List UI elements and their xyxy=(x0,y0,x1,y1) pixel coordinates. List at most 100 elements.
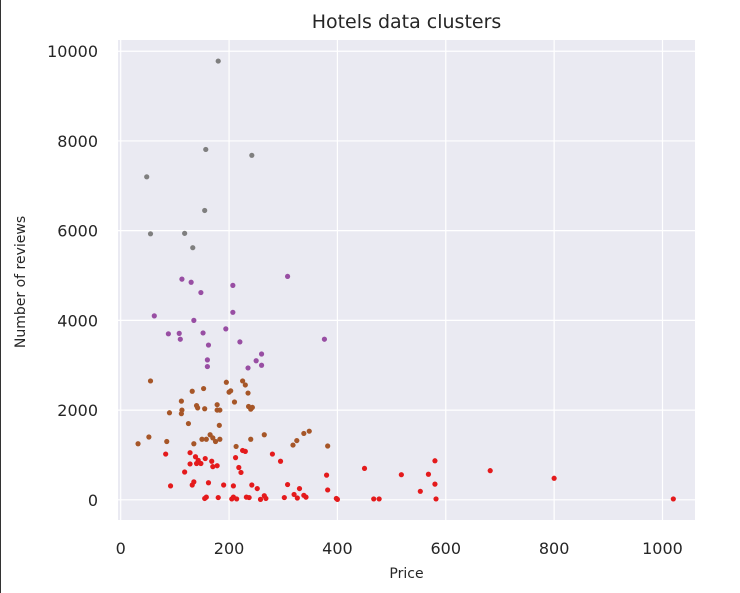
data-point xyxy=(245,390,251,396)
data-point xyxy=(191,317,197,323)
data-point xyxy=(242,382,248,388)
data-point xyxy=(189,388,195,394)
x-tick-label: 600 xyxy=(431,539,462,558)
data-point xyxy=(249,152,255,158)
data-point xyxy=(151,313,157,319)
y-tick-label: 10000 xyxy=(47,42,98,61)
data-point xyxy=(236,464,242,471)
data-point xyxy=(334,496,341,502)
data-point xyxy=(325,443,331,449)
data-point xyxy=(551,475,557,481)
data-point xyxy=(214,402,220,408)
data-point xyxy=(201,385,207,392)
data-point xyxy=(202,455,208,462)
data-point xyxy=(249,482,255,488)
data-point xyxy=(191,479,197,485)
data-point xyxy=(371,496,377,502)
data-point xyxy=(215,494,221,501)
data-point xyxy=(294,437,300,444)
data-point xyxy=(217,436,223,442)
data-point xyxy=(179,276,185,282)
y-tick-label: 2000 xyxy=(57,401,98,420)
data-point xyxy=(165,331,171,337)
data-point xyxy=(187,461,193,467)
x-tick-label: 200 xyxy=(214,539,245,558)
data-point xyxy=(323,472,330,478)
data-point xyxy=(205,480,212,486)
data-point xyxy=(433,496,439,502)
data-point xyxy=(195,405,201,411)
data-point xyxy=(182,230,188,236)
chart-title: Hotels data clusters xyxy=(312,11,502,33)
data-point xyxy=(199,436,205,442)
x-tick-label: 0 xyxy=(116,539,126,558)
data-point xyxy=(233,443,239,450)
data-point xyxy=(223,326,229,332)
y-tick-labels: 0 2000 4000 6000 8000 10000 xyxy=(47,42,98,510)
data-point xyxy=(237,339,243,345)
data-point xyxy=(253,358,259,364)
data-point xyxy=(230,309,236,315)
data-point xyxy=(230,483,236,489)
data-point xyxy=(203,146,209,153)
data-point xyxy=(200,330,206,336)
data-point xyxy=(257,496,264,502)
data-point xyxy=(231,399,238,405)
data-point xyxy=(432,481,438,487)
y-tick-label: 8000 xyxy=(57,132,98,151)
data-point xyxy=(254,485,260,492)
data-point xyxy=(223,379,229,385)
data-point xyxy=(135,441,141,447)
data-point xyxy=(190,245,196,251)
data-point xyxy=(301,430,307,437)
data-point xyxy=(670,496,676,502)
data-point xyxy=(147,378,154,384)
data-point xyxy=(216,422,222,428)
y-tick-label: 0 xyxy=(88,491,98,510)
y-tick-label: 6000 xyxy=(57,222,98,241)
plot-area xyxy=(118,40,695,520)
data-point xyxy=(187,450,193,456)
data-point xyxy=(277,458,284,464)
x-tick-label: 1000 xyxy=(642,539,683,558)
data-point xyxy=(245,365,251,371)
data-point xyxy=(198,460,204,467)
data-point xyxy=(296,485,303,492)
data-point xyxy=(294,495,300,501)
data-point xyxy=(249,404,255,411)
data-point xyxy=(210,464,216,470)
data-point xyxy=(261,432,267,438)
data-point xyxy=(178,398,184,404)
data-point xyxy=(198,289,204,296)
data-point xyxy=(209,458,215,464)
data-point xyxy=(234,496,240,502)
data-point xyxy=(361,465,368,472)
data-point xyxy=(202,207,208,214)
data-point xyxy=(177,336,183,342)
data-point xyxy=(205,342,212,348)
data-point xyxy=(284,481,291,488)
x-tick-labels: 0 200 400 600 800 1000 xyxy=(116,539,683,558)
data-point xyxy=(240,378,246,384)
data-point xyxy=(210,435,216,441)
data-point xyxy=(164,438,170,445)
data-point xyxy=(204,357,210,363)
data-point xyxy=(269,451,276,457)
data-point xyxy=(417,488,423,494)
data-point xyxy=(146,434,152,440)
data-point xyxy=(321,336,328,342)
data-point xyxy=(147,231,154,237)
data-point xyxy=(204,363,210,370)
data-point xyxy=(291,491,297,498)
x-axis-label: Price xyxy=(389,566,423,582)
data-point xyxy=(232,455,239,461)
data-point xyxy=(425,471,432,477)
data-point xyxy=(242,448,248,454)
data-point xyxy=(166,410,173,416)
y-axis-label: Number of reviews xyxy=(13,216,29,348)
data-point xyxy=(188,279,194,285)
data-point xyxy=(376,496,382,502)
data-point xyxy=(203,494,209,500)
data-point xyxy=(248,436,254,442)
data-point xyxy=(432,458,438,464)
